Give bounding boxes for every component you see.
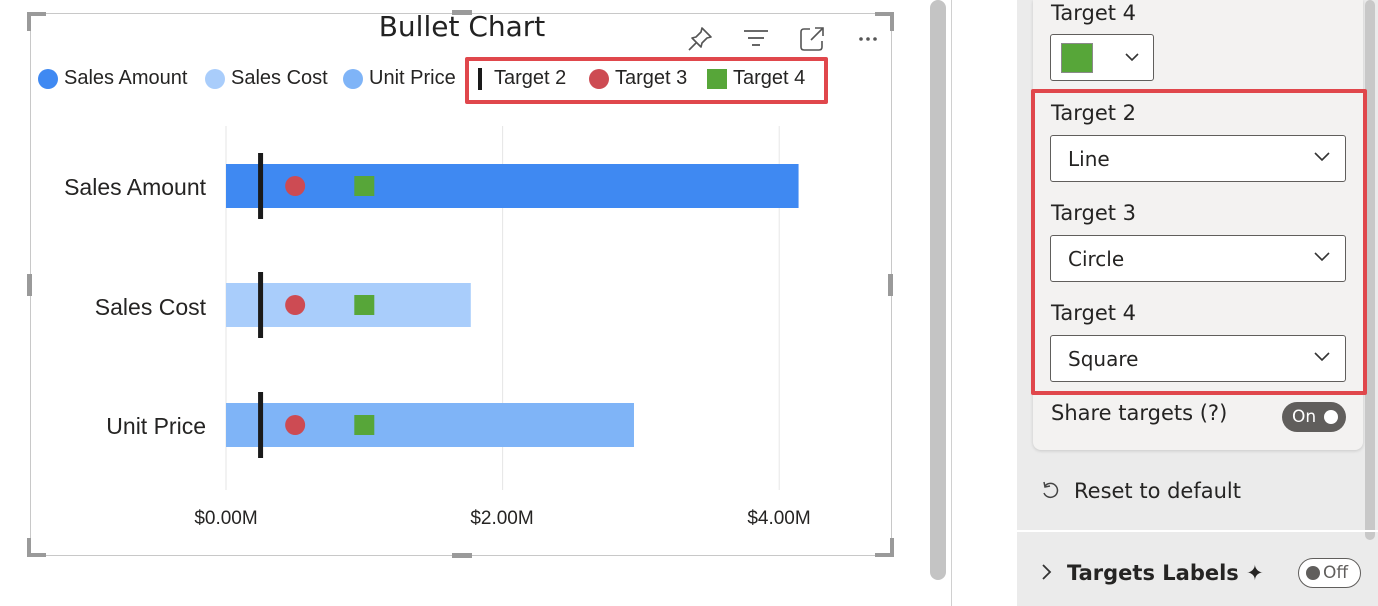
legend-label-unit-price: Unit Price bbox=[369, 67, 456, 89]
x-tick-label: $2.00M bbox=[470, 508, 534, 529]
legend-item-sales-cost[interactable]: Sales Cost bbox=[205, 67, 328, 90]
legend-swatch-target-2 bbox=[478, 67, 482, 90]
share-targets-toggle[interactable]: On bbox=[1282, 402, 1346, 432]
resize-handle-top-left-v[interactable] bbox=[27, 12, 31, 31]
resize-handle-bottom-left-v[interactable] bbox=[27, 538, 31, 557]
resize-handle-top-right[interactable] bbox=[875, 12, 894, 16]
focus-mode-icon[interactable] bbox=[798, 25, 826, 53]
bar-0[interactable] bbox=[226, 164, 799, 208]
legend-swatch-target-3 bbox=[589, 68, 609, 89]
target-circle-marker bbox=[285, 415, 306, 435]
resize-handle-right[interactable] bbox=[888, 274, 893, 296]
legend-label-sales-cost: Sales Cost bbox=[231, 67, 328, 89]
target-4-color-picker[interactable] bbox=[1050, 34, 1154, 81]
target-circle-marker bbox=[285, 295, 306, 315]
legend-swatch-sales-amount bbox=[38, 68, 58, 89]
reset-icon[interactable] bbox=[1040, 480, 1062, 502]
legend-label-target-2: Target 2 bbox=[494, 67, 567, 89]
chevron-down-icon bbox=[1314, 152, 1330, 162]
target-line-marker bbox=[258, 153, 264, 219]
resize-handle-left[interactable] bbox=[27, 274, 32, 296]
resize-handle-bottom[interactable] bbox=[452, 553, 472, 558]
target-2-shape-value: Line bbox=[1068, 147, 1110, 171]
target-square-marker bbox=[354, 176, 375, 196]
target-4-shape-label: Target 4 bbox=[1051, 301, 1137, 325]
legend-label-target-3: Target 3 bbox=[615, 67, 688, 89]
plot-area bbox=[225, 126, 799, 490]
target-4-shape-dropdown[interactable]: Square bbox=[1050, 335, 1346, 382]
targets-labels-section-title[interactable]: Targets Labels ✦ bbox=[1067, 561, 1264, 585]
legend-item-target-2[interactable]: Target 2 bbox=[478, 67, 566, 90]
target-3-shape-value: Circle bbox=[1068, 247, 1125, 271]
resize-handle-top[interactable] bbox=[452, 10, 472, 15]
reset-to-default-link[interactable]: Reset to default bbox=[1074, 479, 1241, 503]
share-targets-label: Share targets (?) bbox=[1051, 401, 1228, 425]
section-separator bbox=[1017, 530, 1378, 532]
legend-highlight-box bbox=[465, 57, 828, 104]
resize-handle-top-left[interactable] bbox=[27, 12, 46, 16]
x-tick-label: $4.00M bbox=[747, 508, 811, 529]
color-swatch bbox=[1061, 43, 1093, 73]
resize-handle-top-right-v[interactable] bbox=[890, 12, 894, 31]
pin-icon[interactable] bbox=[686, 25, 714, 53]
target-4-color-label: Target 4 bbox=[1051, 1, 1137, 25]
canvas-scrollbar[interactable] bbox=[930, 0, 946, 580]
legend-item-target-4[interactable]: Target 4 bbox=[707, 67, 805, 90]
category-label-sales-cost: Sales Cost bbox=[94, 294, 206, 320]
target-line-marker bbox=[258, 272, 264, 338]
target-3-shape-label: Target 3 bbox=[1051, 201, 1137, 225]
target-4-shape-value: Square bbox=[1068, 347, 1139, 371]
legend-swatch-unit-price bbox=[343, 68, 363, 89]
target-2-shape-dropdown[interactable]: Line bbox=[1050, 135, 1346, 182]
pane-divider bbox=[951, 0, 952, 606]
toggle-knob bbox=[1306, 566, 1320, 580]
chart-title: Bullet Chart bbox=[378, 10, 546, 43]
format-pane-scrollbar[interactable] bbox=[1365, 0, 1375, 540]
resize-handle-bottom-left[interactable] bbox=[27, 553, 46, 557]
bar-1[interactable] bbox=[226, 283, 471, 327]
chevron-right-icon[interactable] bbox=[1038, 562, 1054, 582]
legend-swatch-target-4 bbox=[707, 68, 727, 89]
resize-handle-bottom-right[interactable] bbox=[875, 553, 894, 557]
legend-item-unit-price[interactable]: Unit Price bbox=[343, 67, 456, 90]
target-line-marker bbox=[258, 392, 264, 458]
target-circle-marker bbox=[285, 176, 306, 196]
target-shapes-highlight-box bbox=[1031, 89, 1367, 395]
legend-item-sales-amount[interactable]: Sales Amount bbox=[38, 67, 187, 90]
category-label-unit-price: Unit Price bbox=[106, 413, 206, 439]
share-targets-toggle-text: On bbox=[1292, 407, 1317, 427]
targets-labels-toggle[interactable]: Off bbox=[1298, 558, 1361, 588]
chevron-down-icon bbox=[1314, 352, 1330, 362]
target-3-shape-dropdown[interactable]: Circle bbox=[1050, 235, 1346, 282]
legend-label-target-4: Target 4 bbox=[733, 67, 806, 89]
legend-label-sales-amount: Sales Amount bbox=[64, 67, 188, 89]
toggle-knob bbox=[1324, 410, 1338, 424]
chevron-down-icon bbox=[1125, 53, 1139, 62]
legend-item-target-3[interactable]: Target 3 bbox=[589, 67, 687, 90]
legend-swatch-sales-cost bbox=[205, 68, 225, 89]
filter-icon[interactable] bbox=[742, 25, 770, 53]
resize-handle-bottom-right-v[interactable] bbox=[890, 538, 894, 557]
chevron-down-icon bbox=[1314, 252, 1330, 262]
target-square-marker bbox=[354, 295, 375, 315]
x-tick-label: $0.00M bbox=[194, 508, 258, 529]
target-2-shape-label: Target 2 bbox=[1051, 101, 1137, 125]
more-options-icon[interactable] bbox=[854, 25, 882, 53]
targets-labels-toggle-text: Off bbox=[1323, 563, 1349, 583]
target-square-marker bbox=[354, 415, 375, 435]
category-label-sales-amount: Sales Amount bbox=[64, 174, 206, 200]
